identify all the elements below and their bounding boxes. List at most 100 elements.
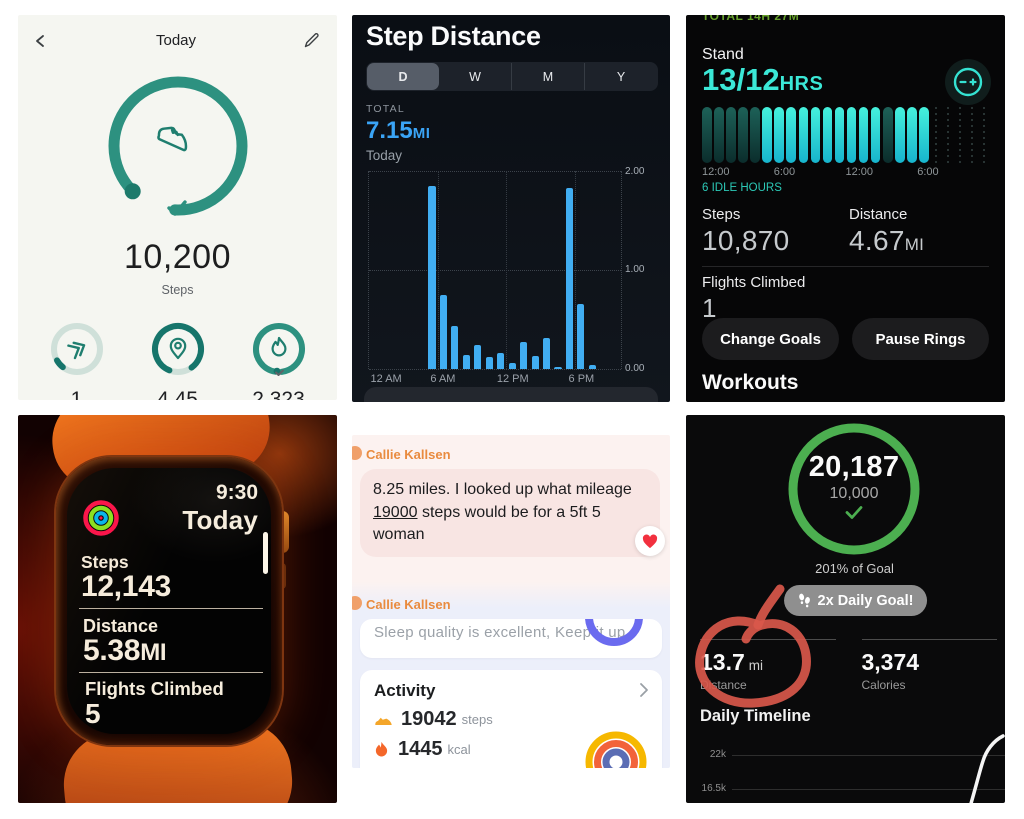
step-distance-bar xyxy=(520,342,528,369)
stand-hour-bar-stand xyxy=(907,106,917,163)
stand-hour-bar-stand xyxy=(774,106,784,163)
edit-pencil-icon[interactable] xyxy=(302,31,321,50)
goal-check-icon xyxy=(166,200,188,216)
ytick-0: 0.00 xyxy=(625,363,645,374)
sleep-ring-icon xyxy=(582,619,646,653)
stand-hour-bar-stand xyxy=(798,106,809,163)
heart-icon xyxy=(642,533,658,548)
stand-x-axis: 12:00 6:00 12:00 6:00 xyxy=(702,166,989,180)
watch-body: 9:30 Today Steps 12,143 Distance 5.38MI … xyxy=(54,455,284,747)
pause-rings-button[interactable]: Pause Rings xyxy=(852,318,989,360)
activity-kcal-row: 1445 kcal xyxy=(374,738,648,761)
watch-scrollbar[interactable] xyxy=(263,532,268,574)
steps-value: 10,200 xyxy=(124,238,231,276)
watch-flights-value: 5 xyxy=(85,698,101,729)
chart-subtitle: Today xyxy=(366,148,403,163)
goal-check-icon xyxy=(845,506,863,519)
total-label: TOTAL xyxy=(366,103,405,115)
watch-screen: 9:30 Today Steps 12,143 Distance 5.38MI … xyxy=(67,468,271,734)
step-distance-bar xyxy=(428,185,436,369)
stand-hour-bar-stand xyxy=(858,106,869,163)
watch-steps-value: 12,143 xyxy=(81,570,171,603)
total-distance-unit: MI xyxy=(412,125,431,142)
stand-hour-bar-idle xyxy=(882,106,893,163)
watch-distance-label: Distance xyxy=(83,616,159,636)
zone-minutes-stat[interactable]: 1 Zone Min xyxy=(31,321,123,400)
steps-progress-ring xyxy=(98,66,258,226)
daily-timeline-chart: 22k 16.5k xyxy=(698,734,1005,803)
apple-watch-photo: 9:30 Today Steps 12,143 Distance 5.38MI … xyxy=(18,415,337,803)
step-distance-bar xyxy=(577,303,585,369)
stand-hour-bar-stand xyxy=(822,106,833,163)
tab-week[interactable]: W xyxy=(469,69,481,84)
total-distance-value: 7.15 xyxy=(366,117,413,144)
shoe-icon xyxy=(375,717,392,725)
stand-hours-value: 13/12 xyxy=(702,62,780,97)
idle-hours-note: 6 IDLE HOURS xyxy=(702,181,782,194)
steps-curve xyxy=(969,734,1005,803)
tab-month[interactable]: M xyxy=(511,63,584,90)
pacer-steps-value: 20,187 xyxy=(808,451,900,483)
sender-name: Callie Kallsen xyxy=(352,596,670,612)
stand-title: Stand xyxy=(702,46,744,63)
stand-panel: TOTAL 14H 27M Stand 13/12HRS 12:00 6:00 … xyxy=(686,15,1005,402)
flights-label: Flights Climbed xyxy=(702,273,806,291)
back-chevron-icon[interactable] xyxy=(32,32,50,50)
step-distance-bar xyxy=(439,294,447,369)
chart-title: Step Distance xyxy=(366,21,541,51)
step-distance-chart[interactable]: 2.00 1.00 0.00 xyxy=(368,166,644,374)
daily-goal-badge: 2x Daily Goal! xyxy=(783,585,928,616)
distance-stat: Distance 4.67MI xyxy=(849,206,989,257)
distance-value: 4.45 xyxy=(157,388,198,400)
watch-date: Today xyxy=(182,505,258,535)
location-pin-icon xyxy=(169,337,186,360)
avatar xyxy=(352,446,362,460)
timeline-title: Daily Timeline xyxy=(700,707,811,725)
stand-hour-bar-stand xyxy=(846,106,857,163)
step-distance-bar xyxy=(451,326,459,369)
minus-plus-circle-icon xyxy=(953,67,983,97)
tab-year[interactable]: Y xyxy=(584,63,657,90)
heart-reaction[interactable] xyxy=(635,526,665,556)
activity-rings-icon xyxy=(584,730,648,768)
shoe-icon xyxy=(152,112,204,164)
tab-day[interactable]: D xyxy=(367,63,439,90)
stand-hours-unit: HRS xyxy=(779,73,824,95)
divider xyxy=(79,672,263,673)
stand-hour-bar-stand xyxy=(919,106,929,163)
timeline-ytick-22k: 22k xyxy=(709,749,726,760)
step-distance-bar xyxy=(565,187,573,369)
chevron-right-icon[interactable] xyxy=(638,682,650,698)
activity-steps-unit: steps xyxy=(461,712,493,728)
adjust-goal-button[interactable] xyxy=(945,59,991,105)
x-axis-labels: 12 AM 6 AM 12 PM 6 PM xyxy=(368,373,622,389)
mileage-link[interactable]: 19000 xyxy=(373,503,418,521)
pacer-calories-label: Calories xyxy=(861,678,906,692)
steps-label: Steps xyxy=(161,283,194,297)
step-distance-bar xyxy=(554,367,562,369)
page-title: Today xyxy=(155,32,197,49)
change-goals-button[interactable]: Change Goals xyxy=(702,318,839,360)
stand-hour-bar-stand xyxy=(762,106,772,163)
pacer-calories-stat: 3,374 Calories xyxy=(861,639,997,692)
calories-value: 2,323 xyxy=(252,388,305,400)
stand-hour-bar-future xyxy=(967,106,977,163)
calories-stat[interactable]: 2,323 cal xyxy=(233,321,325,400)
zone-minutes-icon xyxy=(66,341,85,360)
steps-stat-value: 10,870 xyxy=(702,224,790,256)
ytick-1: 1.00 xyxy=(625,264,645,275)
clipped-total-text: TOTAL 14H 27M xyxy=(702,15,800,23)
activity-title: Activity xyxy=(374,681,436,701)
watch-steps-label: Steps xyxy=(81,552,129,572)
activity-kcal-value: 1445 xyxy=(398,738,443,761)
timeline-ytick-16k: 16.5k xyxy=(701,783,726,794)
zone-minutes-value: 1 xyxy=(70,388,83,400)
distance-stat[interactable]: 4.45 mi xyxy=(132,321,224,400)
activity-card[interactable]: Activity 19042 steps 1445 kcal 4 hr 31 m… xyxy=(360,670,662,768)
stand-hour-bar-future xyxy=(943,106,953,163)
time-range-segmented-control: D W M Y xyxy=(366,62,658,91)
xtick-6pm: 6 PM xyxy=(568,373,595,385)
sleep-card[interactable]: Sleep quality is excellent, Keep it up. xyxy=(360,619,662,659)
stand-hour-bar-idle xyxy=(750,106,760,163)
xtick-6am: 6 AM xyxy=(430,373,456,385)
